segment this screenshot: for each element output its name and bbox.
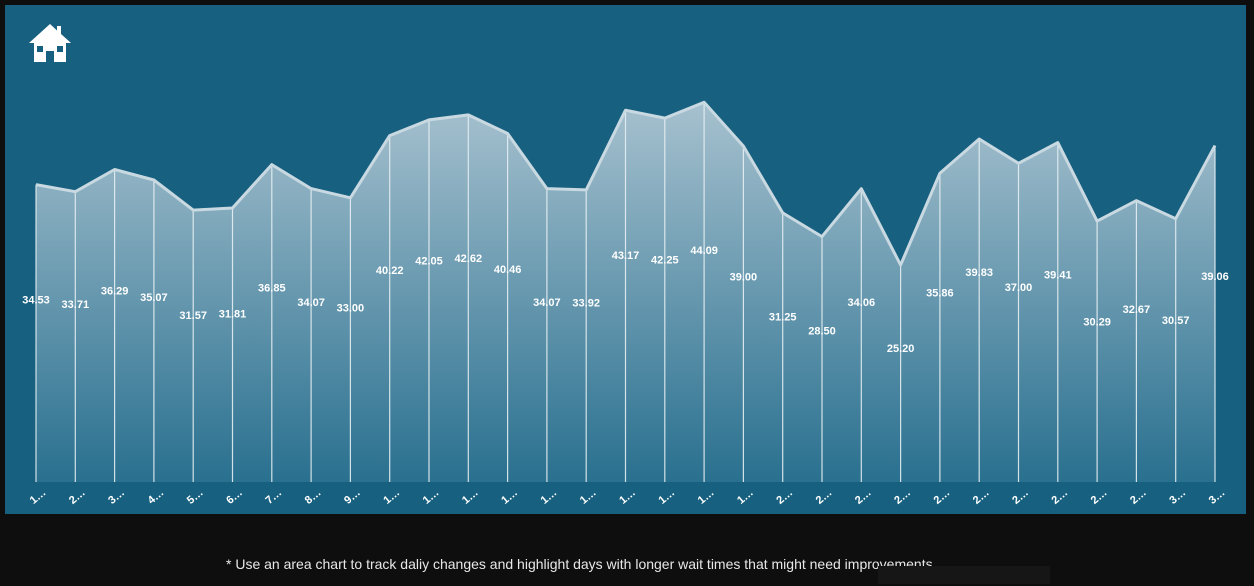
x-tick-label: 9… <box>342 487 363 507</box>
data-label: 39.41 <box>1044 269 1072 281</box>
x-tick-label: 6… <box>224 487 245 507</box>
data-label: 34.07 <box>533 297 561 309</box>
area-chart: 34.53 33.71 36.29 35.07 31.57 31.81 36.85 34.07… <box>22 100 1229 507</box>
x-tick-label: 1… <box>578 487 599 507</box>
x-tick-label: 3… <box>106 487 127 507</box>
x-tick-label: 8… <box>303 487 324 507</box>
x-tick-label: 1… <box>539 487 560 507</box>
x-tick-label: 2… <box>1128 487 1149 507</box>
x-tick-label: 1… <box>421 487 442 507</box>
x-tick-label: 2… <box>932 487 953 507</box>
data-label: 33.71 <box>62 299 90 311</box>
data-label: 34.53 <box>22 295 50 307</box>
data-label: 31.57 <box>179 310 207 322</box>
x-tick-label: 2… <box>1089 487 1110 507</box>
data-label: 40.46 <box>494 264 522 276</box>
x-tick-label: 2… <box>971 487 992 507</box>
data-label: 33.92 <box>572 298 600 310</box>
footnote: * Use an area chart to track daliy chang… <box>226 556 937 572</box>
data-label: 32.67 <box>1123 304 1151 316</box>
data-label: 30.57 <box>1162 315 1190 327</box>
data-label: 36.85 <box>258 283 286 295</box>
data-label: 44.09 <box>690 245 718 257</box>
data-label: 25.20 <box>887 343 915 355</box>
x-tick-label: 7… <box>263 487 284 507</box>
x-tick-label: 2… <box>853 487 874 507</box>
chart-panel: 34.53 33.71 36.29 35.07 31.57 31.81 36.85 34.07… <box>5 5 1246 514</box>
x-tick-label: 1… <box>381 487 402 507</box>
x-tick-label: 1… <box>696 487 717 507</box>
x-tick-label: 1… <box>656 487 677 507</box>
data-label: 31.81 <box>219 309 247 321</box>
home-icon[interactable] <box>27 21 73 65</box>
x-tick-label: 1… <box>617 487 638 507</box>
data-label: 39.00 <box>730 272 758 284</box>
data-label: 33.00 <box>337 303 365 315</box>
x-tick-label: 2… <box>67 487 88 507</box>
x-tick-label: 2… <box>1049 487 1070 507</box>
x-tick-label: 1… <box>499 487 520 507</box>
x-tick-label: 2… <box>774 487 795 507</box>
x-tick-label: 3… <box>1167 487 1188 507</box>
data-label: 40.22 <box>376 265 404 277</box>
x-tick-label: 1… <box>28 487 49 507</box>
x-tick-label: 1… <box>735 487 756 507</box>
x-tick-label: 2… <box>814 487 835 507</box>
data-label: 39.06 <box>1201 271 1229 283</box>
x-tick-label: 2… <box>1010 487 1031 507</box>
data-label: 28.50 <box>808 326 836 338</box>
x-tick-label: 2… <box>892 487 913 507</box>
data-label: 42.05 <box>415 256 443 268</box>
data-label: 34.07 <box>297 297 325 309</box>
data-label: 35.86 <box>926 288 954 300</box>
data-label: 43.17 <box>612 250 640 262</box>
data-label: 31.25 <box>769 312 797 324</box>
x-tick-label: 4… <box>146 487 167 507</box>
x-tick-label: 5… <box>185 487 206 507</box>
data-label: 30.29 <box>1083 317 1111 329</box>
data-label: 42.62 <box>455 253 483 265</box>
data-label: 42.25 <box>651 255 679 267</box>
data-label: 36.29 <box>101 286 129 298</box>
x-tick-label: 1… <box>460 487 481 507</box>
x-tick-label: 3… <box>1207 487 1228 507</box>
series-line <box>35 100 1217 267</box>
data-label: 35.07 <box>140 292 168 304</box>
data-label: 37.00 <box>1005 282 1033 294</box>
data-label: 39.83 <box>965 267 993 279</box>
footer-bar <box>878 566 1050 584</box>
data-label: 34.06 <box>848 297 876 309</box>
